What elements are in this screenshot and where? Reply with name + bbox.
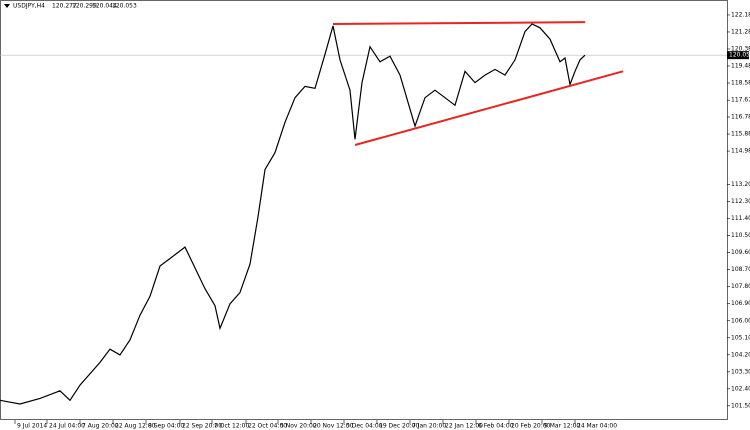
y-tick-label: 115.880: [731, 131, 750, 138]
y-tick-label: 107.805: [731, 283, 750, 290]
y-tick-label: 103.305: [731, 368, 750, 375]
x-tick-label: 22 Aug 12:00: [115, 423, 156, 430]
trend-line: [354, 70, 624, 146]
y-tick-label: 122.180: [731, 11, 750, 18]
x-tick-label: 20 Feb 20:00: [511, 423, 551, 430]
x-tick-label: 9 Jul 2014: [17, 423, 47, 430]
x-tick-label: 7 Aug 20:00: [82, 423, 119, 430]
ohlc-value: 120.044: [92, 3, 117, 10]
y-tick-label: 102.405: [731, 385, 750, 392]
x-tick-label: 24 Jul 04:00: [49, 423, 85, 430]
ohlc-value: 120.053: [112, 3, 137, 10]
x-tick-label: 8 Sep 04:00: [148, 423, 184, 430]
x-tick-label: 7 Oct 12:00: [214, 423, 249, 430]
y-tick-label: 108.705: [731, 266, 750, 273]
y-tick-label: 112.305: [731, 198, 750, 205]
x-tick-label: 20 Nov 12:00: [313, 423, 354, 430]
x-tick-label: 22 Oct 04:00: [248, 423, 287, 430]
x-tick-label: 22 Jan 12:00: [445, 423, 483, 430]
y-tick-label: 120.380: [731, 45, 750, 52]
y-tick-label: 117.670: [731, 97, 750, 104]
y-tick-label: 101.505: [731, 402, 750, 409]
price-tag-label: 120.053: [729, 52, 750, 59]
y-tick-label: 118.580: [731, 80, 750, 87]
menu-icon[interactable]: [4, 4, 10, 8]
y-tick-label: 105.105: [731, 334, 750, 341]
y-tick-label: 111.405: [731, 215, 750, 222]
ohlc-value: 120.299: [72, 3, 97, 10]
y-tick-label: 114.980: [731, 148, 750, 155]
y-tick-label: 113.205: [731, 181, 750, 188]
x-tick-label: 24 Mar 04:00: [577, 423, 617, 430]
x-tick-label: 19 Dec 20:00: [379, 423, 420, 430]
plot-frame: [0, 0, 728, 420]
x-tick-label: 22 Sep 20:00: [182, 423, 222, 430]
price-tag: [727, 51, 749, 60]
y-tick-label: 110.505: [731, 232, 750, 239]
trend-line: [332, 21, 586, 26]
x-tick-label: 7 Jan 20:00: [412, 423, 446, 430]
x-tick-label: 6 Feb 04:00: [478, 423, 514, 430]
y-tick-label: 106.905: [731, 300, 750, 307]
y-tick-label: 104.205: [731, 351, 750, 358]
symbol: USDJPY,H4: [13, 3, 45, 10]
x-tick-label: 5 Dec 04:00: [346, 423, 383, 430]
ohlc-value: 120.277: [52, 3, 77, 10]
y-tick-label: 116.780: [731, 114, 750, 121]
price-line-series: [0, 23, 586, 405]
x-tick-label: 9 Mar 12:00: [544, 423, 580, 430]
y-tick-label: 121.280: [731, 28, 750, 35]
y-tick-label: 109.605: [731, 249, 750, 256]
y-tick-label: 119.480: [731, 62, 750, 69]
y-tick-label: 106.005: [731, 317, 750, 324]
x-tick-label: 5 Nov 20:00: [280, 423, 317, 430]
